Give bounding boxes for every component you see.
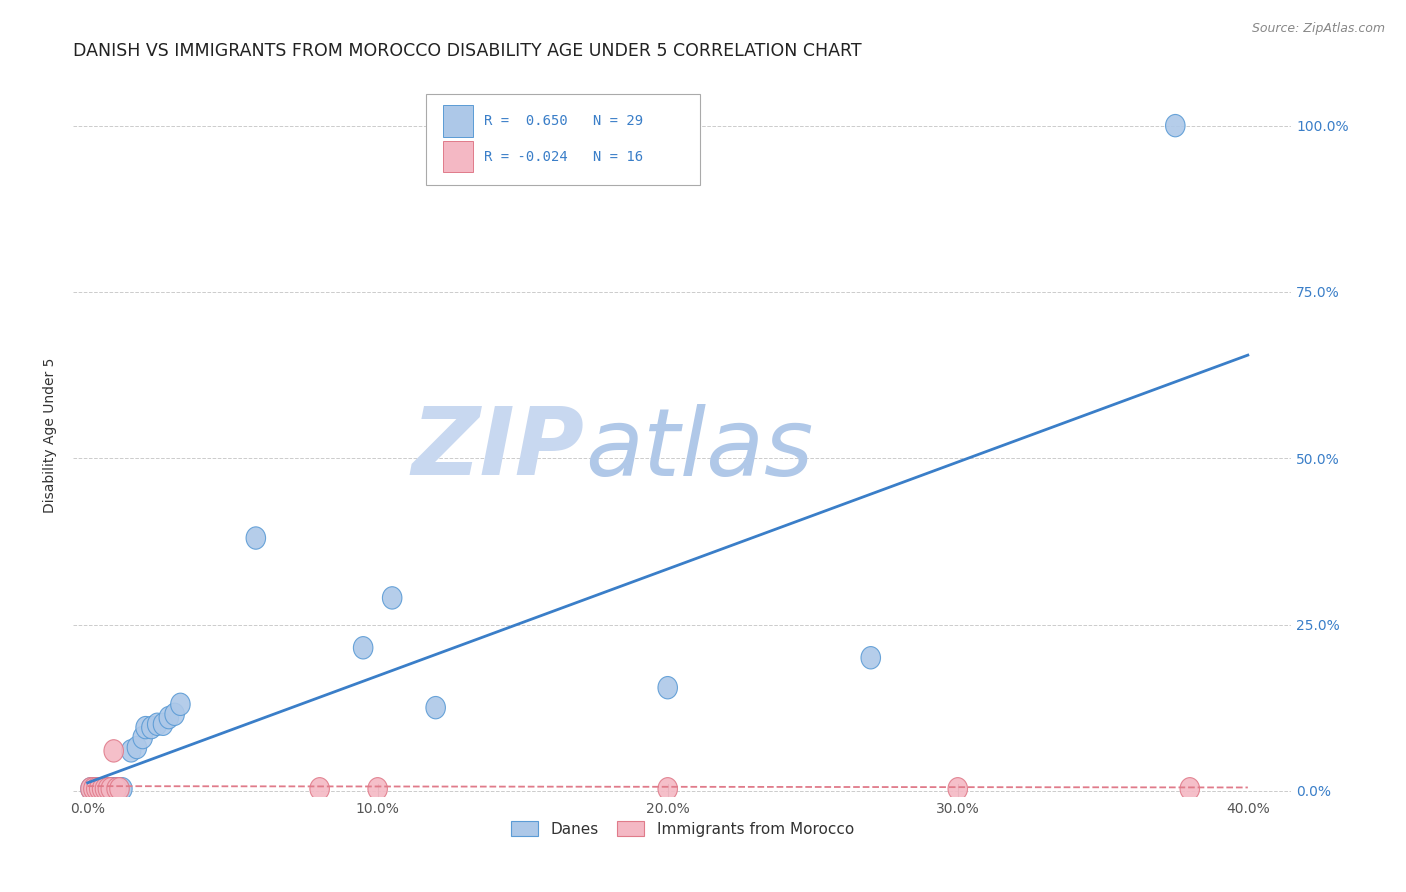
Text: DANISH VS IMMIGRANTS FROM MOROCCO DISABILITY AGE UNDER 5 CORRELATION CHART: DANISH VS IMMIGRANTS FROM MOROCCO DISABI…	[73, 42, 862, 60]
Ellipse shape	[87, 778, 105, 800]
Ellipse shape	[658, 778, 678, 800]
Ellipse shape	[101, 778, 121, 800]
Text: ZIP: ZIP	[412, 403, 585, 495]
Ellipse shape	[153, 713, 173, 736]
Ellipse shape	[170, 693, 190, 715]
Ellipse shape	[101, 778, 121, 800]
Text: atlas: atlas	[585, 404, 813, 495]
Ellipse shape	[134, 726, 152, 748]
Ellipse shape	[148, 713, 167, 736]
Ellipse shape	[93, 778, 112, 800]
Ellipse shape	[1180, 778, 1199, 800]
Ellipse shape	[104, 778, 124, 800]
Text: R =  0.650   N = 29: R = 0.650 N = 29	[484, 114, 643, 128]
Ellipse shape	[159, 706, 179, 729]
Ellipse shape	[246, 527, 266, 549]
Ellipse shape	[136, 716, 155, 739]
Ellipse shape	[658, 676, 678, 698]
Ellipse shape	[121, 739, 141, 762]
Ellipse shape	[860, 647, 880, 669]
FancyBboxPatch shape	[426, 95, 700, 185]
Ellipse shape	[80, 778, 100, 800]
Text: Source: ZipAtlas.com: Source: ZipAtlas.com	[1251, 22, 1385, 36]
Y-axis label: Disability Age Under 5: Disability Age Under 5	[44, 358, 58, 513]
Ellipse shape	[96, 778, 115, 800]
Ellipse shape	[98, 778, 118, 800]
Ellipse shape	[112, 778, 132, 800]
Ellipse shape	[110, 778, 129, 800]
Ellipse shape	[93, 778, 112, 800]
Ellipse shape	[90, 778, 108, 800]
Ellipse shape	[80, 778, 100, 800]
Ellipse shape	[165, 703, 184, 725]
Ellipse shape	[127, 737, 146, 759]
Ellipse shape	[1166, 114, 1185, 136]
Ellipse shape	[87, 778, 105, 800]
Legend: Danes, Immigrants from Morocco: Danes, Immigrants from Morocco	[503, 814, 862, 844]
Ellipse shape	[426, 697, 446, 719]
Ellipse shape	[83, 778, 103, 800]
Ellipse shape	[382, 587, 402, 609]
Ellipse shape	[90, 778, 108, 800]
Ellipse shape	[368, 778, 388, 800]
FancyBboxPatch shape	[443, 105, 472, 137]
Ellipse shape	[83, 778, 103, 800]
Ellipse shape	[107, 778, 127, 800]
Ellipse shape	[96, 778, 115, 800]
Ellipse shape	[107, 778, 127, 800]
Ellipse shape	[104, 739, 124, 762]
Ellipse shape	[142, 716, 162, 739]
Ellipse shape	[353, 637, 373, 659]
FancyBboxPatch shape	[443, 141, 472, 172]
Text: R = -0.024   N = 16: R = -0.024 N = 16	[484, 150, 643, 163]
Ellipse shape	[110, 778, 129, 800]
Ellipse shape	[98, 778, 118, 800]
Ellipse shape	[309, 778, 329, 800]
Ellipse shape	[948, 778, 967, 800]
